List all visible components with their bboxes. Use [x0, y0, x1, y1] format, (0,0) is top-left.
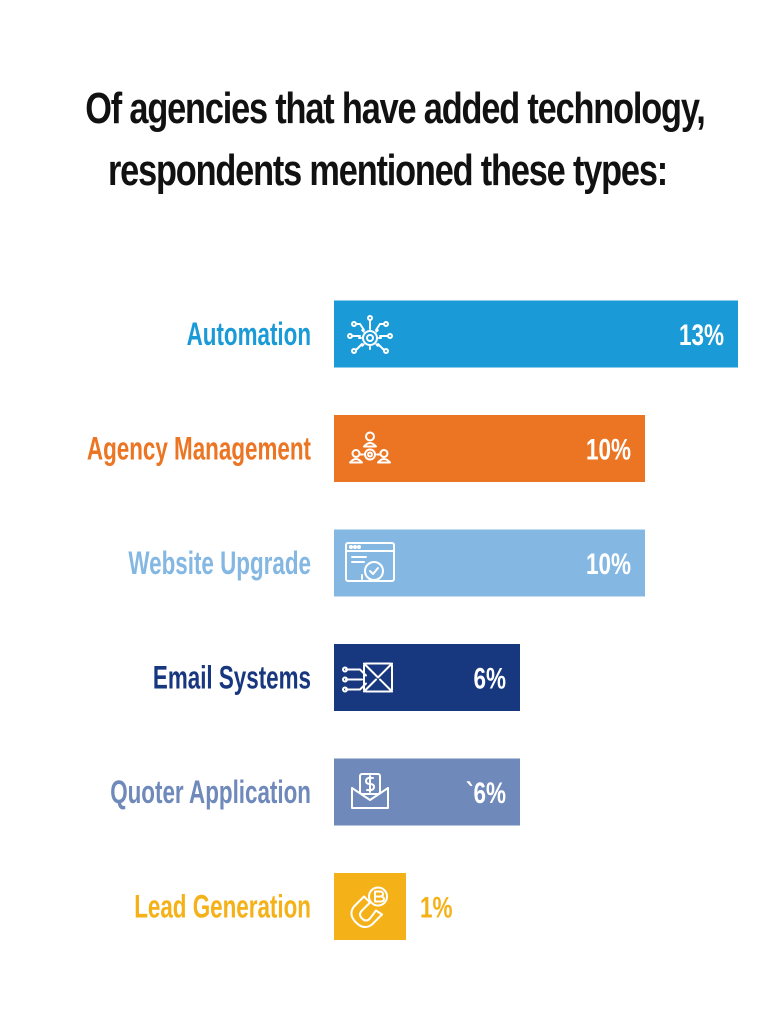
value-label: `6%	[466, 777, 506, 810]
automation-network-gear-icon	[347, 315, 393, 354]
category-label: Lead Generation	[134, 889, 311, 925]
team-management-icon	[349, 431, 391, 464]
value-label: 13%	[679, 319, 724, 352]
category-label: Agency Management	[87, 431, 311, 467]
category-label: Website Upgrade	[128, 545, 311, 581]
chart-title: Of agencies that have added technology, …	[0, 78, 775, 202]
bar	[334, 873, 406, 940]
value-label: 10%	[586, 434, 631, 467]
bar	[334, 758, 520, 826]
category-label: Email Systems	[153, 660, 311, 696]
title-line-2: respondents mentioned these types:	[107, 146, 668, 195]
email-send-icon	[342, 662, 393, 693]
website-refresh-icon	[345, 542, 395, 582]
dollar-envelope-icon	[351, 773, 389, 809]
bar	[334, 300, 738, 368]
bar	[334, 529, 645, 597]
value-label: 10%	[586, 548, 631, 581]
category-label: Quoter Application	[110, 774, 311, 810]
magnet-bitcoin-icon	[350, 886, 388, 929]
category-label: Automation	[187, 316, 311, 352]
value-label: 1%	[420, 892, 453, 925]
title-line-1: Of agencies that have added technology,	[85, 84, 705, 133]
bar	[334, 415, 645, 482]
value-label: 6%	[474, 663, 507, 696]
